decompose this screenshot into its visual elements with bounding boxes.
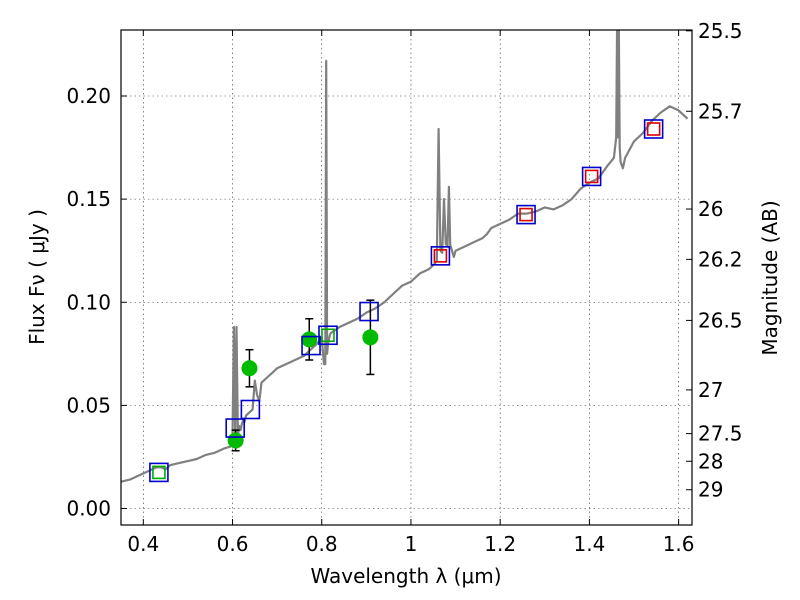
x-tick-label: 0.6 [217, 532, 249, 556]
photometry-point [362, 329, 379, 346]
magnitude-tick-label: 28 [698, 449, 723, 473]
plot-frame [120, 29, 693, 526]
y-axis-title-left: Flux Fν ( μJy ) [25, 209, 49, 345]
magnitude-tick-label: 26.5 [698, 308, 743, 332]
photometry-point [227, 432, 244, 449]
plot-layer [121, 30, 689, 483]
model-square-marker [225, 418, 245, 438]
model-square-marker [149, 462, 169, 483]
magnitude-tick-label: 25.7 [698, 99, 743, 123]
x-tick-label: 1.2 [484, 532, 516, 556]
x-tick-label: 0.4 [127, 532, 159, 556]
model-square-marker [301, 335, 321, 356]
model-square-marker [584, 169, 599, 184]
magnitude-tick-label: 25.5 [698, 19, 743, 43]
magnitude-tick-label: 26.2 [698, 247, 743, 271]
magnitude-tick-label: 26 [698, 197, 723, 221]
x-tick-label: 1 [405, 532, 418, 556]
model-square-marker [430, 246, 451, 266]
model-square-marker [318, 325, 338, 346]
photometry-point [301, 331, 318, 348]
model-square-marker [240, 399, 261, 420]
model-square-marker [519, 207, 533, 222]
y-tick-label: 0.00 [66, 497, 111, 521]
tick-layer: 0.4 0.6 0.8 1 1.2 1.4 1.6 0.00 0.05 0.10 0.15 0.20 2… [66, 19, 742, 556]
x-tick-label: 1.6 [663, 532, 695, 556]
model-square-marker [321, 328, 335, 343]
model-square-marker [152, 465, 166, 480]
model-square-marker [581, 166, 602, 187]
model-square-marker [646, 122, 661, 136]
magnitude-tick-label: 27 [698, 378, 723, 402]
x-axis-title: Wavelength λ (μm) [310, 564, 501, 588]
x-tick-label: 1.4 [573, 532, 605, 556]
spectrum-line [121, 30, 689, 483]
model-square-marker [643, 119, 664, 139]
model-square-marker [516, 204, 536, 225]
magnitude-tick-label: 29 [698, 478, 723, 502]
x-tick-label: 0.8 [306, 532, 338, 556]
y-tick-label: 0.15 [66, 187, 111, 211]
y-tick-label: 0.10 [66, 290, 111, 314]
y-tick-label: 0.20 [66, 84, 111, 108]
grid-layer [121, 30, 692, 525]
model-square-marker [433, 249, 448, 263]
photometry-point [241, 360, 258, 377]
y-axis-title-right: Magnitude (AB) [758, 200, 782, 355]
model-square-marker [359, 301, 379, 322]
y-tick-label: 0.05 [66, 393, 111, 417]
magnitude-tick-label: 27.5 [698, 422, 743, 446]
